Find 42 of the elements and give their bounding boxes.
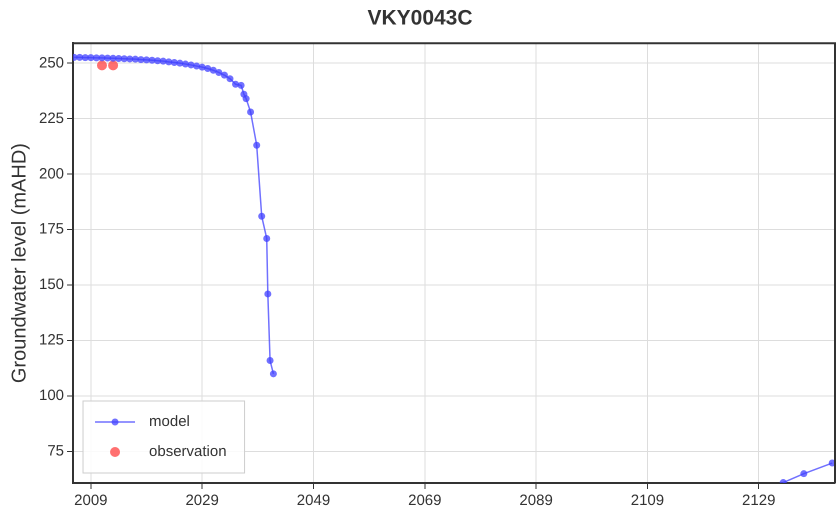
point <box>266 357 274 364</box>
point <box>193 62 200 70</box>
x-tick-label: 2029 <box>185 492 219 510</box>
point <box>96 60 107 70</box>
y-tick-label: 175 <box>38 220 64 238</box>
point <box>104 54 112 62</box>
point <box>232 80 240 88</box>
y-tick-label: 225 <box>38 110 64 127</box>
legend-label: observation <box>149 443 227 460</box>
x-tick-label: 2049 <box>296 492 330 510</box>
point <box>204 64 212 72</box>
x-tick-label: 2069 <box>408 492 442 510</box>
point <box>800 470 808 478</box>
point <box>108 60 118 70</box>
y-tick-label: 75 <box>47 442 64 460</box>
point <box>226 75 234 82</box>
y-tick-label: 100 <box>38 387 64 404</box>
y-axis-title: Groundwater level (mAHD) <box>8 143 31 384</box>
point <box>238 82 245 89</box>
point <box>115 55 122 62</box>
point <box>210 66 217 74</box>
x-tick-label: 2129 <box>742 492 776 510</box>
point <box>198 64 206 71</box>
point <box>247 108 254 116</box>
point <box>215 68 222 76</box>
x-tick-label: 2109 <box>630 492 664 510</box>
point <box>220 72 228 79</box>
point <box>258 212 266 220</box>
y-tick-label: 150 <box>38 276 64 294</box>
point <box>253 142 260 149</box>
point <box>242 95 250 102</box>
point <box>263 234 270 242</box>
point <box>188 61 195 68</box>
x-tick-label: 2089 <box>519 492 553 510</box>
y-tick-label: 250 <box>38 54 64 72</box>
point <box>264 290 272 298</box>
y-tick-label: 200 <box>38 165 64 182</box>
legend-label: model <box>149 413 190 430</box>
x-tick-label: 2009 <box>74 492 108 510</box>
y-tick-label: 125 <box>38 332 64 349</box>
point <box>270 370 277 378</box>
chart-title: VKY0043C <box>367 6 473 30</box>
